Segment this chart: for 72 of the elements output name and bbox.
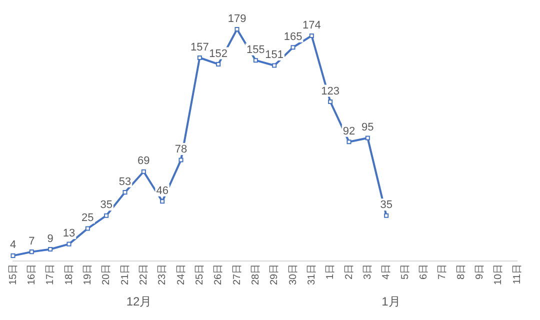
data-label: 95: [362, 122, 374, 134]
x-tick-label: 25日: [194, 264, 206, 285]
x-tick-label: 2日: [344, 264, 355, 280]
x-tick-label: 17日: [45, 264, 56, 285]
data-label: 78: [174, 143, 188, 156]
point: [141, 169, 146, 174]
point: [309, 33, 314, 38]
point: [365, 136, 370, 140]
point: [216, 62, 221, 66]
point: [197, 55, 202, 60]
point: [253, 58, 258, 63]
point: [290, 45, 296, 50]
data-label: 25: [82, 212, 94, 224]
x-tick-label: 5日: [400, 264, 411, 280]
point: [272, 63, 277, 68]
data-label: 7: [28, 235, 35, 248]
x-tick-label: 6日: [418, 264, 430, 280]
data-label: 9: [47, 232, 54, 245]
data-label: 4: [10, 239, 16, 252]
x-tick-label: 29日: [269, 264, 280, 285]
x-tick-label: 23日: [157, 264, 168, 285]
x-tick-label: 24日: [176, 264, 187, 285]
data-label: 46: [156, 184, 168, 197]
data-label: 179: [228, 12, 246, 25]
point: [384, 213, 389, 218]
x-tick-label: 3日: [362, 264, 374, 280]
text: 12月: [126, 294, 152, 308]
x-tick-label: 19日: [82, 264, 94, 285]
x-tick-label: 10日: [493, 264, 504, 285]
point: [48, 246, 53, 252]
x-tick-label: 31日: [306, 264, 318, 285]
data-label: 165: [284, 30, 302, 43]
data-label: 69: [138, 155, 150, 168]
x-tick-label: 21日: [120, 264, 131, 285]
data-label: 123: [321, 85, 340, 98]
point: [10, 253, 16, 258]
x-tick-label: 15日: [8, 264, 19, 285]
data-label: 35: [100, 199, 112, 212]
x-tick-label: 9日: [474, 264, 486, 280]
data-label: 151: [265, 49, 284, 62]
data-label: 155: [246, 44, 265, 56]
x-tick-label: 18日: [64, 264, 75, 285]
x-tick-label: 30日: [288, 264, 299, 285]
data-label: 53: [118, 176, 132, 188]
data-label: 174: [302, 19, 321, 32]
data-label: 13: [62, 228, 76, 240]
x-tick-label: 4日: [381, 264, 392, 280]
point: [328, 99, 333, 104]
x-tick-label: 26日: [213, 264, 224, 285]
x-tick-label: 7日: [437, 264, 448, 280]
data-label: 35: [380, 199, 392, 212]
x-tick-label: 16日: [26, 264, 38, 285]
x-tick-label: 22日: [138, 264, 150, 285]
point: [29, 250, 34, 254]
point: [178, 158, 184, 162]
x-tick-label: 20日: [101, 264, 112, 285]
data-label: 92: [342, 125, 356, 138]
point: [122, 190, 128, 195]
point: [346, 140, 352, 144]
x-tick-label: 28日: [250, 264, 262, 285]
x-tick-label: 27日: [232, 264, 243, 285]
text: 1月: [382, 294, 400, 308]
point: [160, 199, 165, 204]
x-tick-label: 1日: [325, 264, 336, 280]
data-label: 152: [209, 48, 228, 60]
x-tick-label: 11日: [512, 264, 523, 284]
point: [234, 27, 240, 32]
x-tick-label: 8日: [456, 264, 467, 280]
data-label: 157: [190, 41, 209, 54]
point: [104, 213, 109, 218]
point: [66, 242, 72, 246]
point: [85, 226, 90, 231]
